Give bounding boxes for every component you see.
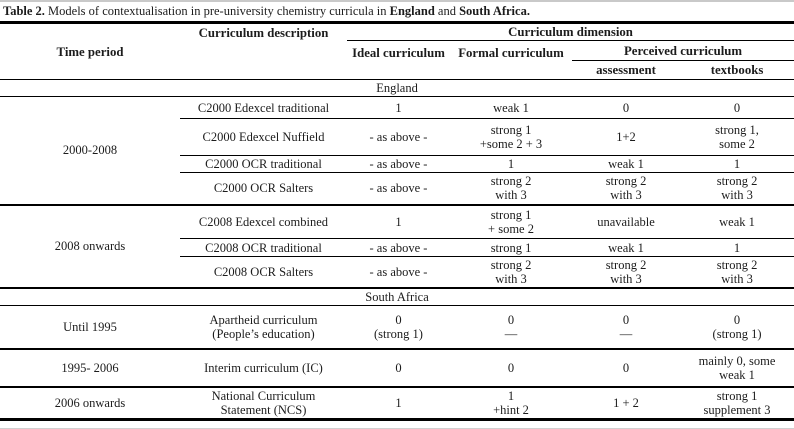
description-cell: C2008 Edexcel combined bbox=[180, 203, 347, 239]
textbooks-cell: strong 2 with 3 bbox=[680, 172, 794, 205]
section-header-south-africa: South Africa bbox=[0, 287, 794, 306]
formal-curriculum-cell: strong 2 with 3 bbox=[450, 172, 572, 205]
time-period-cell: Until 1995 bbox=[63, 319, 117, 334]
description-cell: C2008 OCR Salters bbox=[180, 256, 347, 288]
ideal-curriculum-cell: 0 bbox=[347, 347, 450, 387]
assessment-cell: weak 1 bbox=[572, 155, 680, 173]
time-period-cell: 1995- 2006 bbox=[0, 347, 180, 387]
ideal-curriculum-cell: - as above - bbox=[347, 155, 450, 173]
header-formal-curriculum: Formal curriculum bbox=[458, 46, 564, 60]
header-assessment: assessment bbox=[572, 60, 680, 80]
ideal-curriculum-cell: - as above - bbox=[347, 256, 450, 288]
table-caption-text: Models of contextualisation in pre-unive… bbox=[44, 4, 390, 18]
ideal-curriculum-cell: - as above - bbox=[347, 238, 450, 257]
formal-curriculum-cell: strong 1 + some 2 bbox=[450, 203, 572, 239]
textbooks-cell: weak 1 bbox=[680, 203, 794, 239]
assessment-cell: unavailable bbox=[572, 203, 680, 239]
formal-curriculum-cell: strong 1 bbox=[450, 238, 572, 257]
assessment-cell: weak 1 bbox=[572, 238, 680, 257]
assessment-cell: strong 2 with 3 bbox=[572, 172, 680, 205]
assessment-cell: strong 2 with 3 bbox=[572, 256, 680, 288]
ideal-curriculum-cell: 1 bbox=[395, 100, 402, 115]
assessment-cell: 1+2 bbox=[572, 118, 680, 156]
time-period-cell: 2006 onwards bbox=[0, 385, 180, 420]
ideal-curriculum-cell: - as above - bbox=[347, 172, 450, 205]
ideal-curriculum-cell: 1 bbox=[347, 385, 450, 420]
textbooks-cell: strong 1, some 2 bbox=[680, 118, 794, 156]
ideal-curriculum-cell: - as above - bbox=[347, 118, 450, 156]
textbooks-cell: strong 1 supplement 3 bbox=[680, 385, 794, 420]
header-textbooks: textbooks bbox=[680, 60, 794, 80]
table-caption-label: Table 2. bbox=[3, 4, 45, 18]
formal-curriculum-cell: 0 — bbox=[504, 312, 518, 341]
header-curriculum-dimension: Curriculum dimension bbox=[347, 22, 794, 41]
textbooks-cell: 1 bbox=[680, 155, 794, 173]
curriculum-table: Time period Curriculum description Curri… bbox=[0, 21, 794, 421]
formal-curriculum-cell: strong 2 with 3 bbox=[450, 256, 572, 288]
textbooks-cell: 1 bbox=[680, 238, 794, 257]
header-ideal-curriculum: Ideal curriculum bbox=[352, 46, 445, 60]
description-cell: Interim curriculum (IC) bbox=[180, 347, 347, 387]
description-cell: C2000 OCR Salters bbox=[180, 172, 347, 205]
table-caption-conjunction: and bbox=[434, 4, 460, 18]
header-perceived-curriculum: Perceived curriculum bbox=[572, 40, 794, 61]
table-caption-country1: England bbox=[389, 4, 435, 18]
assessment-cell: 1 + 2 bbox=[572, 385, 680, 420]
formal-curriculum-cell: weak 1 bbox=[493, 100, 529, 115]
table-caption-country2: South Africa. bbox=[459, 4, 530, 18]
description-cell: C2000 OCR traditional bbox=[180, 155, 347, 173]
textbooks-cell: strong 2 with 3 bbox=[680, 256, 794, 288]
formal-curriculum-cell: strong 1 +some 2 + 3 bbox=[450, 118, 572, 156]
table-header: Time period Curriculum description Curri… bbox=[0, 22, 794, 80]
assessment-cell: 0 — bbox=[619, 312, 633, 341]
ideal-curriculum-cell: 0 (strong 1) bbox=[374, 312, 423, 341]
formal-curriculum-cell: 1 bbox=[450, 155, 572, 173]
description-cell: C2000 Edexcel traditional bbox=[197, 100, 330, 115]
table-body: England 2000-2008 C2000 Edexcel traditiona… bbox=[0, 79, 794, 420]
description-cell: C2000 Edexcel Nuffield bbox=[180, 118, 347, 156]
formal-curriculum-cell: 0 bbox=[450, 347, 572, 387]
header-time-period: Time period bbox=[0, 22, 180, 80]
description-cell: Apartheid curriculum (People’s education… bbox=[209, 312, 318, 341]
textbooks-cell: 0 (strong 1) bbox=[712, 312, 762, 341]
table-caption: Table 2. Models of contextualisation in … bbox=[0, 0, 794, 21]
textbooks-cell: 0 bbox=[733, 100, 741, 115]
formal-curriculum-cell: 1 +hint 2 bbox=[450, 385, 572, 420]
textbooks-cell: mainly 0, some weak 1 bbox=[680, 347, 794, 387]
assessment-cell: 0 bbox=[572, 347, 680, 387]
description-cell: National Curriculum Statement (NCS) bbox=[180, 385, 347, 420]
header-curriculum-description: Curriculum description bbox=[180, 22, 347, 80]
scan-edge-artifact-top bbox=[0, 0, 794, 2]
time-period-cell: 2008 onwards bbox=[0, 203, 180, 288]
description-cell: C2008 OCR traditional bbox=[180, 238, 347, 257]
assessment-cell: 0 bbox=[622, 100, 630, 115]
ideal-curriculum-cell: 1 bbox=[347, 203, 450, 239]
time-period-cell: 2000-2008 bbox=[62, 143, 118, 158]
section-header-england: England bbox=[0, 79, 794, 97]
